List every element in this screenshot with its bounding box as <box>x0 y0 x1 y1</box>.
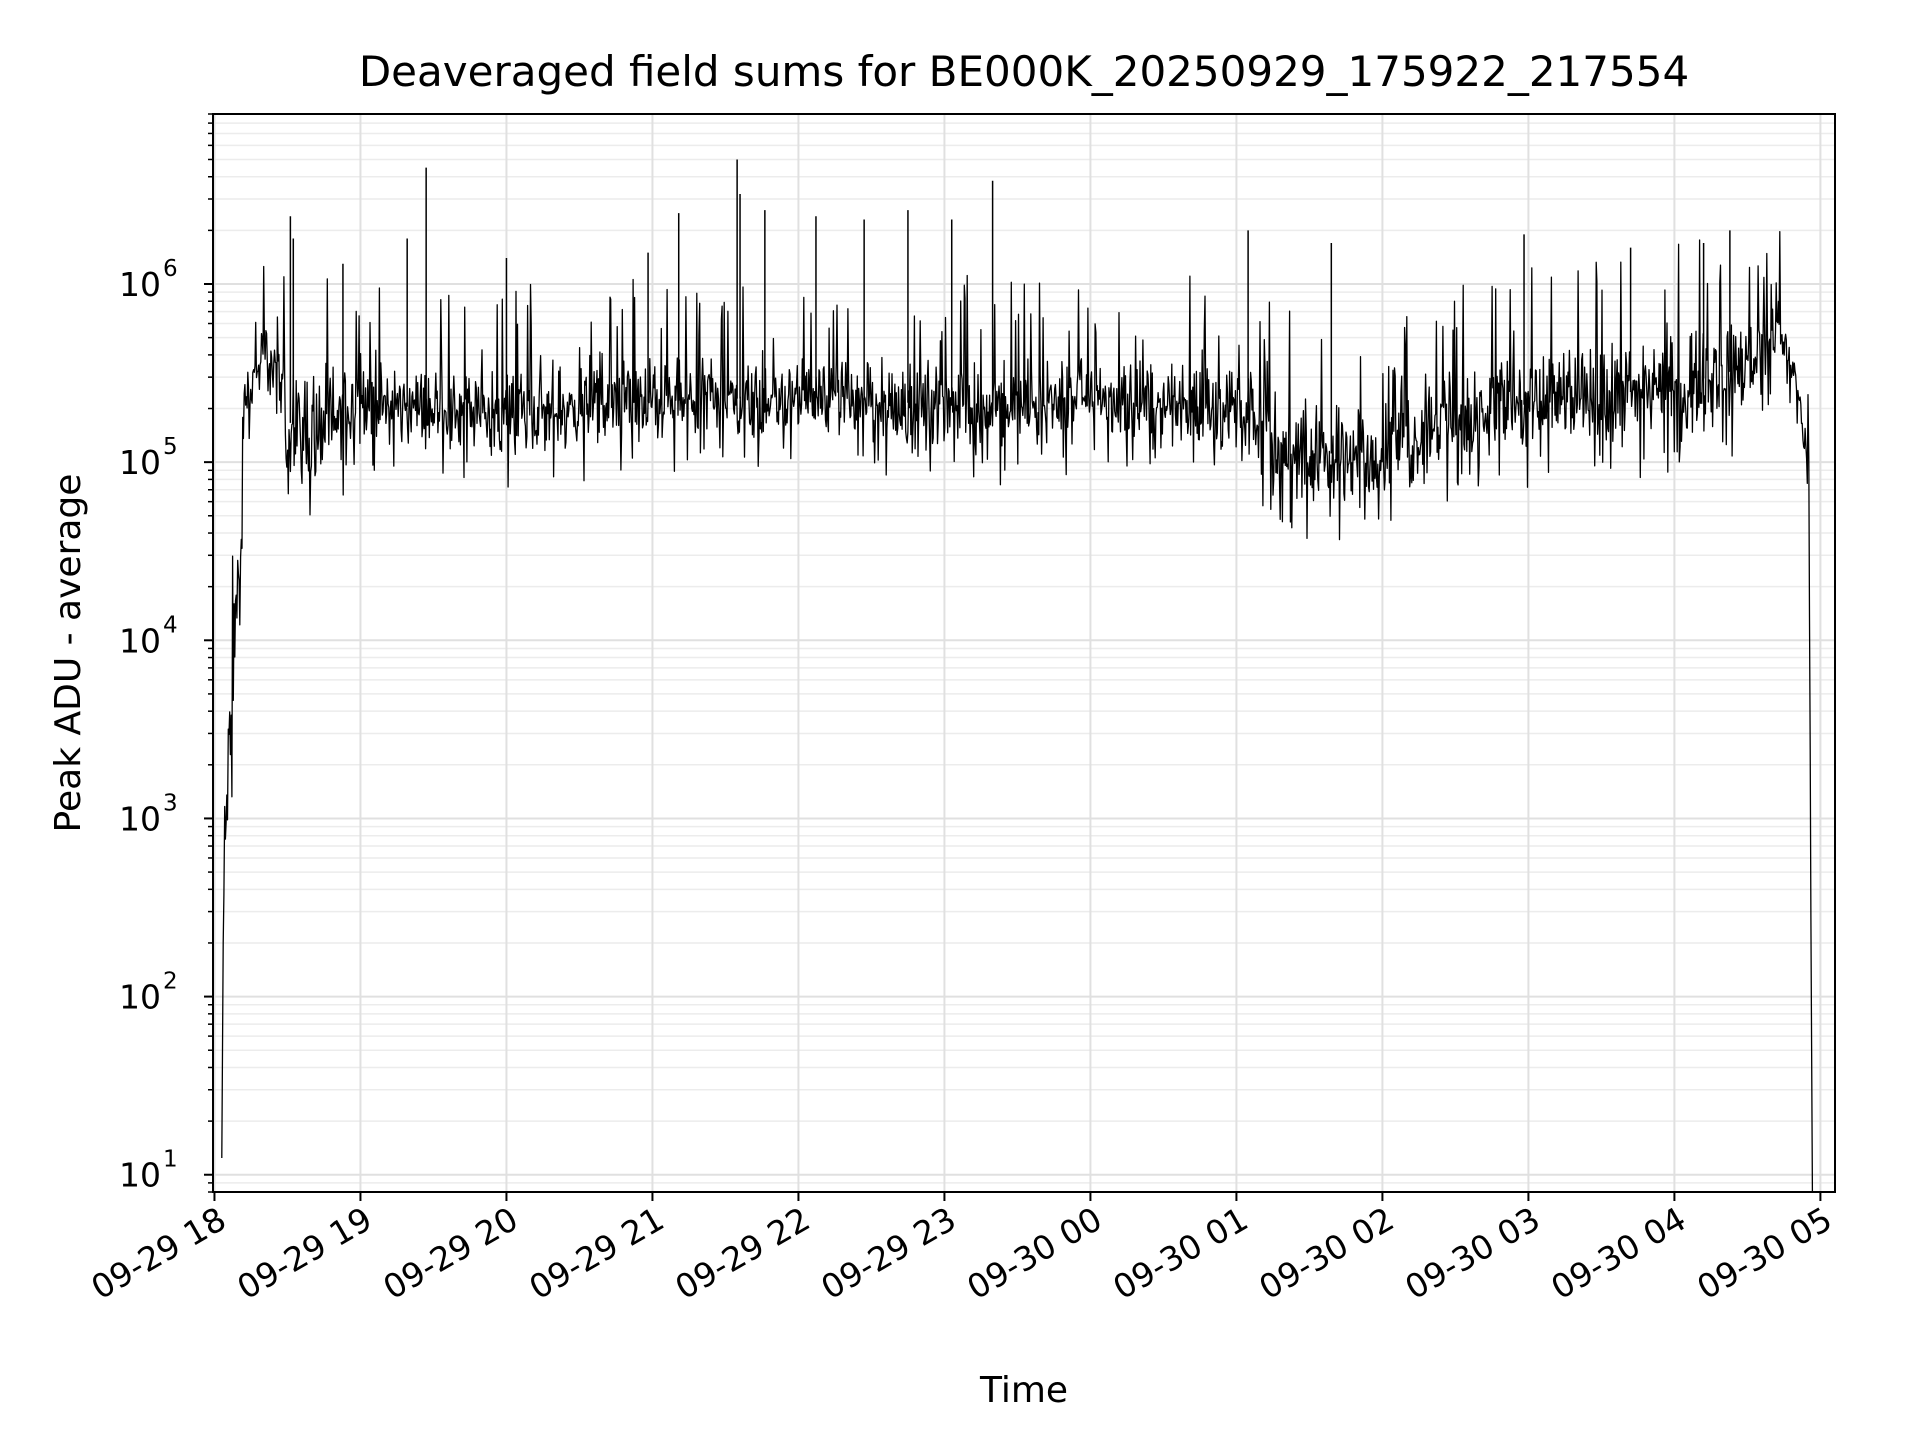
plot-area <box>213 114 1835 1192</box>
x-axis-label: Time <box>979 1370 1068 1411</box>
series-line <box>221 230 1814 1193</box>
chart-title: Deaveraged field sums for BE000K_2025092… <box>359 47 1689 96</box>
y-axis-label: Peak ADU - average <box>48 474 89 833</box>
y-tick-exponent: 2 <box>163 969 178 995</box>
y-tick-label: 10 <box>119 978 161 1017</box>
y-tick-exponent: 6 <box>163 256 178 282</box>
y-tick-label: 10 <box>119 799 161 838</box>
data-series <box>221 159 1814 1193</box>
y-tick-exponent: 5 <box>163 434 178 460</box>
y-tick-label: 10 <box>119 1156 161 1195</box>
y-tick-label: 10 <box>119 621 161 660</box>
y-tick-label: 10 <box>119 443 161 482</box>
y-tick-exponent: 1 <box>163 1147 178 1173</box>
y-tick-exponent: 3 <box>163 790 178 816</box>
y-tick-exponent: 4 <box>163 612 178 638</box>
plot-frame <box>212 113 1836 1193</box>
y-tick-label: 10 <box>119 265 161 304</box>
